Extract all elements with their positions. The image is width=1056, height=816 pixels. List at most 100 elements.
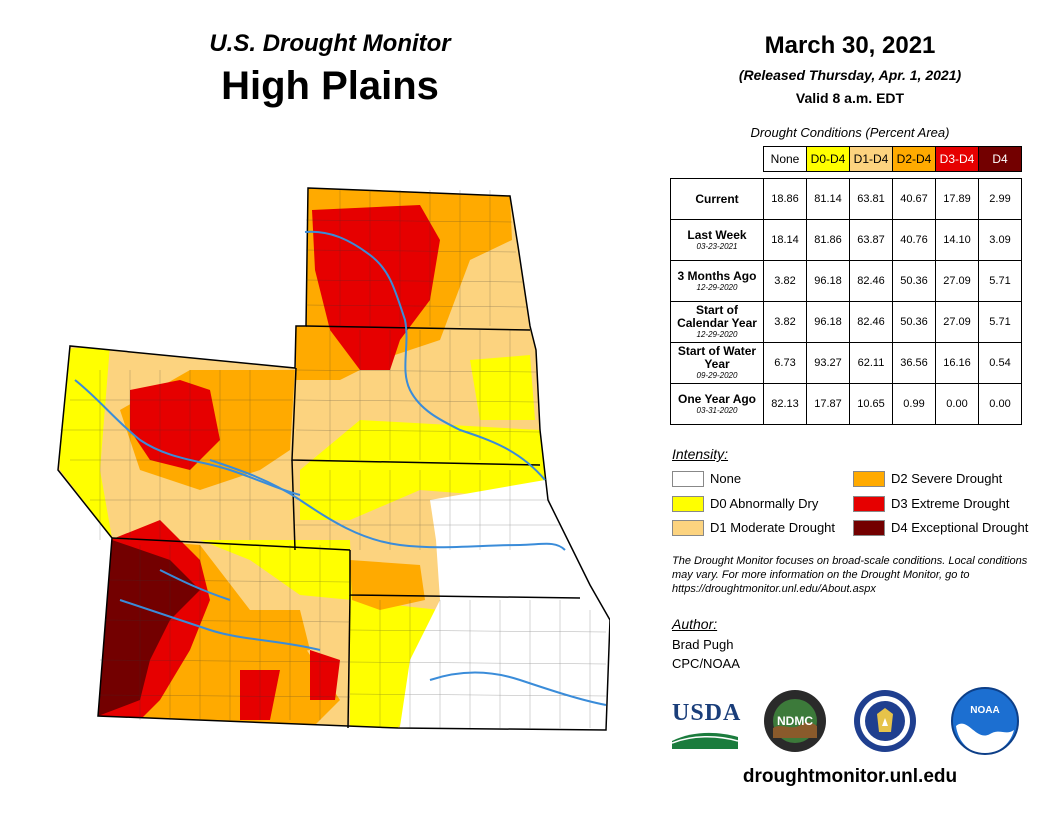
usda-swoosh-icon bbox=[671, 732, 739, 749]
col-header: D1-D4 bbox=[849, 146, 893, 172]
table-cell: 81.86 bbox=[806, 219, 850, 261]
table-cell: 3.82 bbox=[763, 301, 807, 343]
table-cell: 6.73 bbox=[763, 342, 807, 384]
table-cell: 0.99 bbox=[892, 383, 936, 425]
table-cell: 16.16 bbox=[935, 342, 979, 384]
drought-stats-table: None D0-D4 D1-D4 D2-D4 D3-D4 D4 Current 1… bbox=[670, 146, 1022, 425]
table-cell: 96.18 bbox=[806, 260, 850, 302]
usda-logo: USDA bbox=[671, 700, 742, 750]
region-title: High Plains bbox=[221, 64, 439, 108]
table-row: Last Week 03-23-2021 18.14 81.86 63.87 40.76 1… bbox=[670, 219, 1022, 261]
table-row: Current 18.86 81.14 63.81 40.67 17.89 2.99 bbox=[670, 178, 1022, 220]
row-label-text: One Year Ago bbox=[677, 391, 757, 406]
row-label: 3 Months Ago 12-29-2020 bbox=[670, 260, 764, 302]
table-cell: 3.82 bbox=[763, 260, 807, 302]
row-date: 03-23-2021 bbox=[696, 241, 738, 251]
legend-label: D0 Abnormally Dry bbox=[710, 496, 819, 511]
table-cell: 0.54 bbox=[978, 342, 1022, 384]
table-row: 3 Months Ago 12-29-2020 3.82 96.18 82.46 50.3… bbox=[670, 260, 1022, 302]
table-cell: 82.13 bbox=[763, 383, 807, 425]
table-row: Start of Water Year 09-29-2020 6.73 93.27 62… bbox=[670, 342, 1022, 384]
table-cell: 27.09 bbox=[935, 301, 979, 343]
table-cell: 18.14 bbox=[763, 219, 807, 261]
legend-swatch bbox=[853, 471, 885, 487]
row-date: 03-31-2020 bbox=[696, 405, 738, 415]
legend-swatch bbox=[853, 520, 885, 536]
table-row: One Year Ago 03-31-2020 82.13 17.87 10.65 0.9… bbox=[670, 383, 1022, 425]
legend-swatch bbox=[672, 496, 704, 512]
table-cell: 18.86 bbox=[763, 178, 807, 220]
row-label: Start of Calendar Year 12-29-2020 bbox=[670, 301, 764, 343]
col-header: D4 bbox=[978, 146, 1022, 172]
table-cell: 50.36 bbox=[892, 301, 936, 343]
row-label: Start of Water Year 09-29-2020 bbox=[670, 342, 764, 384]
map-date: March 30, 2021 bbox=[764, 32, 936, 59]
row-date: 12-29-2020 bbox=[696, 282, 738, 292]
ndmc-logo-text: NDMC bbox=[777, 714, 813, 728]
col-header: D2-D4 bbox=[892, 146, 936, 172]
map-subtitle: U.S. Drought Monitor bbox=[209, 30, 451, 57]
table-cell: 40.67 bbox=[892, 178, 936, 220]
table-cell: 40.76 bbox=[892, 219, 936, 261]
row-label-text: Last Week bbox=[687, 227, 747, 242]
table-cell: 81.14 bbox=[806, 178, 850, 220]
table-cell: 36.56 bbox=[892, 342, 936, 384]
col-header: None bbox=[763, 146, 807, 172]
row-label: One Year Ago 03-31-2020 bbox=[670, 383, 764, 425]
table-cell: 17.89 bbox=[935, 178, 979, 220]
row-label-text: Start of Water Year bbox=[677, 344, 757, 371]
legend-label: D3 Extreme Drought bbox=[891, 496, 1010, 511]
noaa-logo: NOAA bbox=[951, 687, 1019, 755]
legend-title: Intensity: bbox=[672, 446, 729, 462]
col-header: D0-D4 bbox=[806, 146, 850, 172]
state-borders bbox=[57, 187, 610, 731]
row-label-text: Current bbox=[695, 191, 739, 206]
legend-label: None bbox=[710, 471, 742, 486]
table-cell: 82.46 bbox=[849, 260, 893, 302]
author-heading: Author: bbox=[672, 616, 718, 632]
ndmc-logo: NDMC bbox=[764, 690, 826, 752]
table-cell: 14.10 bbox=[935, 219, 979, 261]
table-cell: 63.87 bbox=[849, 219, 893, 261]
drought-map bbox=[57, 187, 610, 731]
row-date: 09-29-2020 bbox=[696, 371, 738, 380]
legend-swatch bbox=[672, 471, 704, 487]
valid-time: Valid 8 a.m. EDT bbox=[795, 90, 905, 106]
row-date: 12-29-2020 bbox=[696, 330, 738, 339]
table-cell: 27.09 bbox=[935, 260, 979, 302]
table-cell: 0.00 bbox=[935, 383, 979, 425]
author-name: Brad Pugh bbox=[672, 637, 734, 652]
legend-label: D1 Moderate Drought bbox=[710, 520, 836, 535]
table-cell: 50.36 bbox=[892, 260, 936, 302]
table-cell: 17.87 bbox=[806, 383, 850, 425]
table-cell: 5.71 bbox=[978, 260, 1022, 302]
row-label-text: 3 Months Ago bbox=[677, 268, 757, 283]
disclaimer-note: The Drought Monitor focuses on broad-sca… bbox=[672, 555, 1028, 595]
table-cell: 62.11 bbox=[849, 342, 893, 384]
noaa-logo-text: NOAA bbox=[970, 705, 999, 716]
col-header: D3-D4 bbox=[935, 146, 979, 172]
website-url: droughtmonitor.unl.edu bbox=[742, 766, 958, 787]
table-cell: 3.09 bbox=[978, 219, 1022, 261]
legend-swatch bbox=[672, 520, 704, 536]
legend-label: D4 Exceptional Drought bbox=[891, 520, 1029, 535]
legend-swatch bbox=[853, 496, 885, 512]
author-org: CPC/NOAA bbox=[672, 656, 740, 671]
doc-seal-logo bbox=[854, 690, 916, 752]
table-cell: 2.99 bbox=[978, 178, 1022, 220]
table-cell: 0.00 bbox=[978, 383, 1022, 425]
usda-logo-text: USDA bbox=[672, 700, 742, 726]
table-cell: 82.46 bbox=[849, 301, 893, 343]
conditions-title: Drought Conditions (Percent Area) bbox=[750, 125, 950, 140]
table-cell: 63.81 bbox=[849, 178, 893, 220]
table-cell: 96.18 bbox=[806, 301, 850, 343]
row-label: Current bbox=[670, 178, 764, 220]
table-cell: 93.27 bbox=[806, 342, 850, 384]
legend-label: D2 Severe Drought bbox=[891, 471, 1003, 486]
table-cell: 10.65 bbox=[849, 383, 893, 425]
row-label-text: Start of Calendar Year bbox=[677, 303, 757, 330]
row-label: Last Week 03-23-2021 bbox=[670, 219, 764, 261]
table-row: Start of Calendar Year 12-29-2020 3.82 96.1… bbox=[670, 301, 1022, 343]
table-cell: 5.71 bbox=[978, 301, 1022, 343]
release-date: (Released Thursday, Apr. 1, 2021) bbox=[738, 67, 962, 83]
